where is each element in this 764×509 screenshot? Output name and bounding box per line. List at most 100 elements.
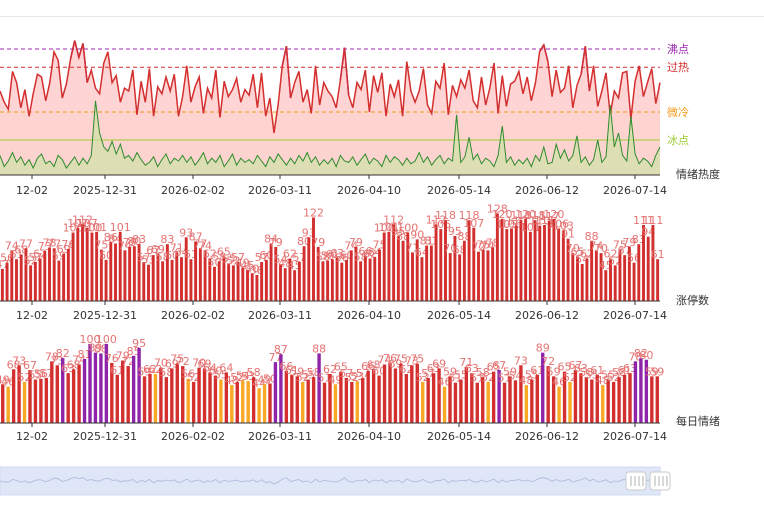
bar — [415, 363, 419, 423]
bar — [472, 227, 476, 301]
bar — [339, 371, 343, 423]
bar — [202, 368, 207, 423]
bar-value-label: 52 — [607, 371, 621, 384]
bar-value-label: 55 — [28, 369, 42, 382]
bar — [530, 379, 534, 423]
bar — [66, 373, 70, 423]
bar-value-label: 79 — [123, 236, 137, 249]
bar — [420, 257, 424, 301]
bar-value-label: 87 — [274, 343, 288, 356]
bar — [93, 352, 98, 423]
bar — [439, 229, 443, 301]
bar — [262, 384, 267, 423]
bar-value-label: 70 — [594, 242, 608, 255]
x-tick-label: 12-02 — [16, 309, 48, 322]
bar-value-label: 79 — [269, 236, 283, 249]
bar — [208, 372, 212, 423]
bar-value-label: 51 — [318, 372, 332, 385]
bar — [396, 235, 400, 301]
bar-value-label: 46 — [552, 376, 566, 389]
zoom-slider[interactable] — [0, 466, 671, 496]
bar-value-label: 61 — [618, 364, 632, 377]
bar-value-label: 48 — [225, 374, 239, 387]
bar — [170, 259, 174, 301]
limit-up-panel: 4756746168775257627378775969761001071121… — [0, 202, 709, 322]
bar — [142, 376, 147, 423]
bar-value-label: 88 — [312, 342, 326, 355]
bar — [622, 374, 627, 423]
bar — [180, 257, 183, 301]
bar-value-label: 100 — [96, 333, 117, 346]
bar — [230, 385, 234, 423]
bar-value-label: 118 — [435, 209, 456, 222]
bar-value-label: 81 — [420, 235, 434, 248]
bar-value-label: 73 — [12, 354, 26, 367]
x-tick-label: 12-02 — [16, 430, 48, 443]
grip-icon[interactable] — [649, 471, 671, 491]
bar-value-label: 60 — [372, 365, 386, 378]
threshold-label: 沸点 — [667, 43, 689, 56]
bar — [491, 371, 496, 423]
bar — [340, 262, 344, 301]
threshold-label: 过热 — [667, 61, 689, 74]
bar-value-label: 65 — [487, 361, 501, 374]
bar-value-label: 52 — [563, 371, 577, 384]
bar-value-label: 74 — [198, 239, 212, 252]
bar — [486, 381, 490, 423]
bar — [426, 377, 430, 423]
bar-value-label: 69 — [198, 357, 212, 370]
bar — [311, 377, 316, 423]
bar — [579, 373, 583, 423]
bar-value-label: 46 — [1, 376, 15, 389]
bar — [246, 381, 250, 423]
bar — [191, 381, 196, 423]
bar-value-label: 110 — [529, 215, 550, 228]
bar-value-label: 64 — [219, 361, 233, 374]
bar-value-label: 100 — [81, 222, 102, 235]
bar-value-label: 95 — [448, 225, 462, 238]
bar — [500, 218, 504, 301]
bar — [255, 274, 259, 301]
x-tick-label: 2026-06-12 — [515, 184, 579, 197]
panel-label: 涨停数 — [676, 293, 709, 307]
bar-value-label: 63 — [61, 362, 75, 375]
bar — [361, 377, 365, 423]
bar — [301, 381, 305, 423]
bar — [48, 247, 51, 301]
bar — [82, 358, 87, 423]
bar-value-label: 95 — [391, 225, 405, 238]
bar-value-label: 72 — [121, 355, 135, 368]
bar — [126, 366, 130, 423]
bar — [181, 366, 185, 423]
bar — [546, 366, 550, 423]
x-tick-label: 2026-05-14 — [427, 184, 491, 197]
bar — [590, 379, 594, 423]
bar — [0, 268, 4, 301]
bar — [118, 231, 122, 301]
bar-value-label: 44 — [252, 377, 266, 390]
bar — [604, 270, 608, 301]
bar — [576, 256, 579, 301]
grip-icon[interactable] — [625, 471, 647, 491]
bar-value-label: 63 — [330, 247, 344, 260]
bar — [170, 368, 174, 423]
bar — [194, 241, 198, 301]
bar — [464, 366, 469, 423]
bar — [151, 255, 155, 301]
bar — [462, 240, 466, 301]
bar-value-label: 73 — [50, 354, 64, 367]
bar-value-label: 69 — [151, 243, 165, 256]
bar-value-label: 52 — [187, 371, 201, 384]
bar — [568, 381, 572, 423]
bar — [345, 259, 348, 301]
bar — [231, 265, 235, 301]
bar — [159, 367, 163, 423]
bar — [161, 261, 165, 301]
bar-value-label: 91 — [561, 228, 575, 241]
bar — [481, 377, 485, 423]
bar — [44, 377, 49, 423]
bar-value-label: 55 — [454, 369, 468, 382]
bar-value-label: 112 — [383, 213, 404, 226]
bar — [388, 362, 392, 423]
bar — [81, 224, 84, 301]
